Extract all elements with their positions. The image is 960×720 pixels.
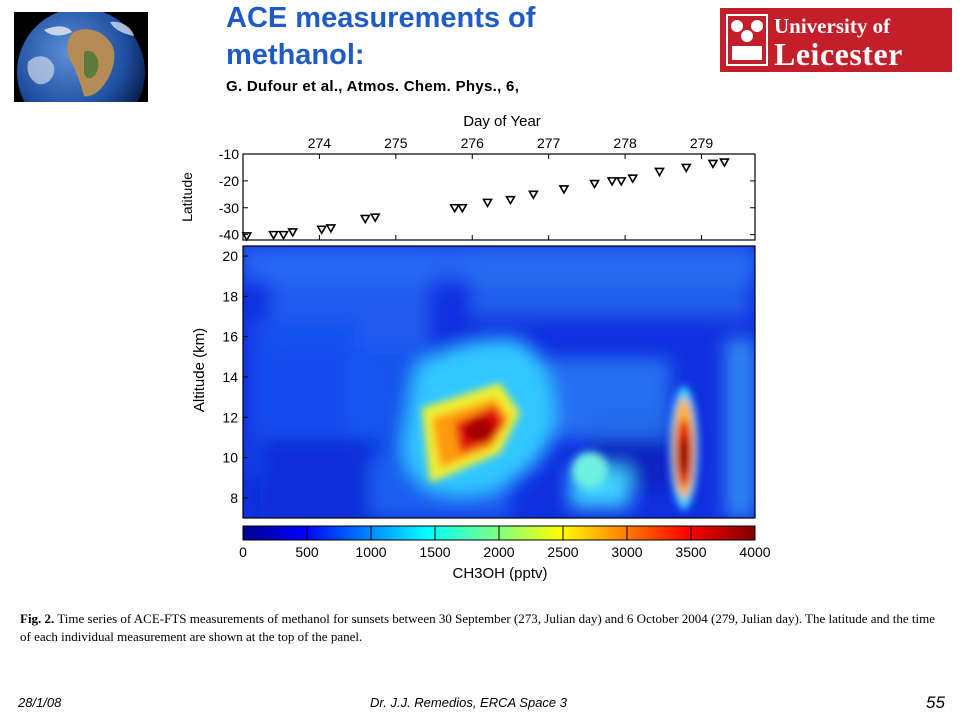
latitude-tick-label: -40 [219,227,239,243]
slide-title-line1: ACE measurements of [226,2,536,34]
altitude-tick-label: 12 [222,409,238,425]
latitude-point [707,159,719,170]
figure: Day of Year Latitude 274 275 276 277 278 279 … [170,108,790,603]
colorbar-tick-label: 1000 [355,544,386,560]
altitude-tick-label: 8 [230,490,238,506]
colorbar-ticks: 0 500 1000 1500 2000 2500 3000 3500 4000 [239,526,771,560]
day-of-year-tick-label: 277 [537,135,561,151]
slide-title-line2: methanol: [226,39,365,71]
latitude-point [558,185,570,195]
colorbar-tick-label: 2000 [483,544,514,560]
latitude-point [325,224,337,234]
latitude-point [680,163,692,174]
latitude-point [505,195,516,206]
colorbar-label: CH3OH (pptv) [452,565,547,582]
slide-title: ACE measurements of methanol: [226,0,535,74]
latitude-point [241,232,253,242]
colorbar-tick-label: 0 [239,544,247,560]
latitude-point [316,225,328,235]
altitude-axis-label: Altitude (km) [191,328,208,412]
latitude-ticks: -10 -20 -30 -40 [219,146,755,243]
day-of-year-tick-label: 278 [613,135,637,151]
latitude-point [589,179,600,190]
altitude-tick-label: 14 [222,369,238,385]
day-of-year-label: Day of Year [463,113,541,130]
latitude-point [615,177,627,187]
university-logo: University of Leicester [720,8,952,72]
altitude-tick-label: 16 [222,329,238,345]
day-of-year-ticks: 274 275 276 277 278 279 [308,135,714,240]
earth-globe-icon [14,12,148,102]
footer-date: 28/1/08 [18,695,62,710]
day-of-year-tick-label: 276 [461,135,485,151]
latitude-axis-label: Latitude [179,172,195,222]
slide-subtitle: G. Dufour et al., Atmos. Chem. Phys., 6, [226,78,520,95]
latitude-point [456,203,468,214]
altitude-heatmap-panel: Altitude (km) 8 10 12 14 16 18 20 [191,245,756,519]
latitude-point [449,203,461,214]
caption-figure-number: Fig. 2. [20,611,55,626]
latitude-point [528,190,539,200]
latitude-point [287,228,299,238]
day-of-year-tick-label: 274 [308,135,332,151]
latitude-tick-label: -20 [219,173,239,189]
latitude-point [627,174,639,184]
latitude-tick-label: -30 [219,200,239,216]
crest-icon [726,14,768,66]
colorbar-tick-label: 500 [295,544,319,560]
latitude-point [719,158,730,168]
caption-text: Time series of ACE-FTS measurements of m… [20,611,936,644]
colorbar-tick-label: 3000 [611,544,642,560]
logo-line1: University of [774,14,891,38]
colorbar-tick-label: 1500 [419,544,450,560]
heatmap-field [243,246,755,518]
altitude-tick-label: 18 [222,288,238,304]
latitude-point [482,198,493,208]
altitude-tick-label: 20 [222,248,238,264]
colorbar-tick-label: 4000 [739,544,770,560]
latitude-point [359,214,371,225]
latitude-point [369,213,381,223]
altitude-tick-label: 10 [222,450,238,466]
logo-line2: Leicester [774,36,903,72]
latitude-point [268,230,279,241]
latitude-points [241,158,730,242]
latitude-point [606,177,618,187]
latitude-point [278,230,289,241]
altitude-ticks: 8 10 12 14 16 18 20 [222,248,248,506]
latitude-plot-frame [242,153,756,241]
colorbar: 0 500 1000 1500 2000 2500 3000 3500 4000 CH3OH (… [239,525,771,582]
page-number: 55 [926,693,945,712]
figure-caption: Fig. 2. Time series of ACE-FTS measureme… [20,610,940,646]
day-of-year-tick-label: 279 [690,135,714,151]
colorbar-tick-label: 3500 [675,544,706,560]
latitude-point [654,167,665,178]
day-of-year-tick-label: 275 [384,135,408,151]
figure-svg: Day of Year Latitude 274 275 276 277 278 279 … [179,113,771,582]
earth-globe-image [14,12,148,102]
footer-author: Dr. J.J. Remedios, ERCA Space 3 [370,695,567,710]
heatmap-frame [242,245,756,519]
latitude-tick-label: -10 [219,146,239,162]
colorbar-tick-label: 2500 [547,544,578,560]
latitude-panel: Day of Year Latitude 274 275 276 277 278 279 … [179,113,756,243]
